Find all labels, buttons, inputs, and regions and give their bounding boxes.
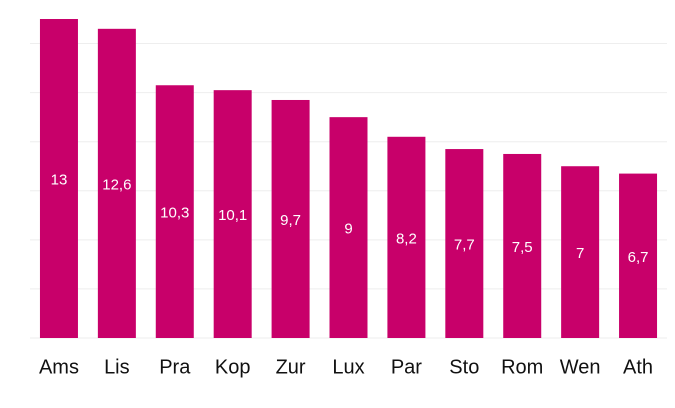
value-label: 10,3 [160, 205, 189, 222]
x-tick-label: Par [391, 356, 422, 378]
value-label: 10,1 [218, 207, 247, 224]
value-label: 8,2 [396, 230, 417, 247]
x-tick-label: Sto [449, 356, 479, 378]
x-tick-label: Lis [104, 356, 130, 378]
value-label: 9 [344, 221, 352, 238]
bar [97, 28, 136, 339]
x-tick-label: Ath [623, 356, 653, 378]
bar [619, 173, 658, 338]
bar [503, 153, 542, 338]
x-tick-label: Rom [501, 356, 543, 378]
value-label: 13 [51, 171, 68, 188]
value-label: 9,7 [280, 212, 301, 229]
bar [213, 90, 252, 339]
bar [561, 166, 600, 338]
value-label: 12,6 [102, 176, 131, 193]
bar [329, 117, 368, 339]
bar [387, 136, 426, 338]
value-label: 7,5 [512, 239, 533, 256]
value-label: 7,7 [454, 236, 475, 253]
bar [155, 85, 194, 338]
x-tick-label: Lux [332, 356, 364, 378]
x-tick-label: Pra [159, 356, 191, 378]
bar [445, 149, 484, 338]
x-tick-label: Wen [560, 356, 601, 378]
value-label: 6,7 [628, 249, 649, 266]
bar [39, 19, 78, 338]
value-label: 7 [576, 245, 584, 262]
bar [271, 99, 310, 338]
x-tick-label: Zur [276, 356, 306, 378]
x-tick-label: Ams [39, 356, 79, 378]
x-tick-label: Kop [215, 356, 251, 378]
